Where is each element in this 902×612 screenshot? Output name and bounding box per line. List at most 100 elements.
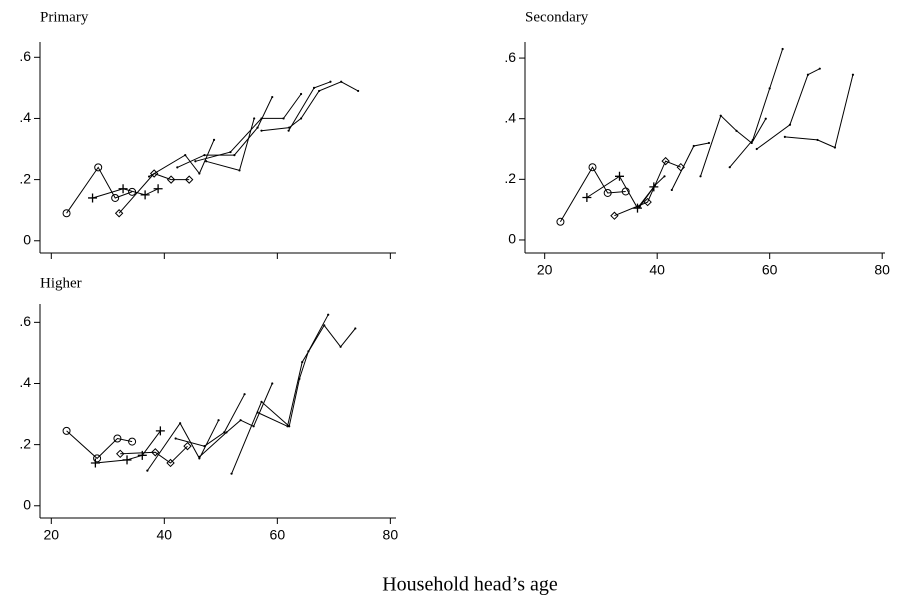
marker-dot — [271, 95, 274, 99]
marker-dot — [339, 345, 342, 348]
marker-dot — [198, 457, 201, 460]
marker-diamond — [114, 209, 124, 218]
marker-circle — [128, 437, 137, 446]
marker-dot — [146, 469, 149, 472]
marker-dot — [806, 73, 810, 76]
marker-dot — [663, 175, 666, 178]
marker-dot — [288, 425, 291, 428]
marker-plus — [118, 184, 128, 194]
marker-dot — [256, 411, 259, 414]
series-line — [66, 430, 133, 460]
marker-dot — [329, 80, 332, 83]
marker-circle — [556, 217, 565, 226]
marker-dot — [851, 73, 855, 76]
y-tick-label: .6 — [19, 313, 31, 329]
marker-circle — [603, 188, 612, 197]
marker-dot — [243, 393, 246, 396]
marker-dot — [174, 437, 177, 440]
marker-dot — [176, 166, 179, 169]
x-tick-label: 20 — [44, 527, 60, 543]
marker-plus — [153, 184, 163, 194]
panel-title: Higher — [40, 275, 82, 291]
series-line — [146, 419, 220, 471]
series-line — [261, 81, 359, 132]
marker-diamond — [166, 458, 175, 468]
y-tick-label: .6 — [19, 48, 31, 64]
marker-dot — [301, 360, 304, 364]
y-tick-label: .4 — [19, 374, 31, 390]
x-axis-label: Household head’s age — [382, 574, 558, 596]
x-tick-label: 80 — [874, 262, 890, 278]
marker-dot — [323, 324, 326, 327]
marker-dot — [184, 154, 187, 157]
y-tick-label: .4 — [504, 109, 516, 125]
y-tick-label: .4 — [19, 109, 31, 125]
y-tick-label: 0 — [23, 231, 31, 247]
marker-dot — [816, 138, 819, 142]
marker-dot — [783, 135, 786, 138]
marker-dot — [699, 175, 702, 178]
marker-dot — [751, 138, 754, 142]
marker-dot — [203, 445, 206, 448]
marker-dot — [194, 160, 197, 163]
marker-dot — [212, 138, 216, 141]
marker-diamond — [643, 197, 652, 207]
series-line — [66, 166, 133, 214]
marker-dot — [768, 87, 771, 90]
series-line — [92, 188, 159, 199]
marker-dot — [357, 89, 360, 93]
marker-dot — [256, 126, 259, 129]
y-tick-label: 0 — [23, 496, 31, 512]
marker-dot — [260, 129, 263, 132]
marker-dot — [282, 117, 285, 120]
marker-dot — [198, 455, 201, 458]
marker-diamond — [166, 175, 176, 184]
marker-dot — [252, 425, 255, 428]
panel: Primary 0 .2 .4 .6 — [19, 9, 396, 259]
x-tick-label: 40 — [649, 262, 665, 278]
marker-circle — [111, 193, 120, 202]
marker-dot — [238, 169, 241, 172]
marker-dot — [260, 117, 263, 120]
y-tick-label: .2 — [19, 170, 31, 186]
marker-dot — [653, 184, 657, 187]
marker-circle — [588, 163, 597, 172]
marker-dot — [253, 117, 256, 120]
series-line — [729, 48, 784, 168]
marker-dot — [728, 166, 731, 169]
x-tick-label: 60 — [270, 527, 286, 543]
marker-dot — [719, 114, 722, 117]
marker-dot — [781, 47, 784, 51]
marker-diamond — [116, 449, 125, 459]
marker-dot — [205, 160, 208, 163]
marker-dot — [287, 129, 290, 132]
marker-dot — [223, 431, 226, 434]
marker-dot — [638, 205, 641, 208]
series-line — [586, 175, 655, 210]
marker-diamond — [661, 156, 670, 166]
marker-dot — [239, 419, 242, 422]
series-line — [700, 114, 767, 177]
marker-dot — [286, 425, 289, 428]
marker-plus — [140, 190, 150, 200]
series-line — [231, 314, 329, 474]
panel-title: Secondary — [525, 9, 589, 25]
y-tick-label: 0 — [508, 231, 516, 247]
marker-circle — [62, 209, 71, 218]
marker-dot — [233, 154, 236, 157]
marker-dot — [735, 129, 738, 132]
marker-plus — [582, 193, 592, 203]
marker-plus — [90, 458, 100, 468]
marker-dot — [147, 175, 151, 178]
marker-diamond — [184, 175, 194, 184]
x-tick-label: 80 — [383, 527, 399, 543]
series-line — [118, 172, 190, 214]
marker-dot — [230, 472, 233, 475]
marker-dot — [340, 80, 343, 83]
panel: Secondary 0 .2 .4 .6 20 40 60 80 — [504, 9, 890, 277]
marker-diamond — [183, 441, 192, 451]
marker-diamond — [676, 162, 686, 172]
marker-dot — [260, 400, 263, 403]
series-line — [257, 324, 356, 428]
